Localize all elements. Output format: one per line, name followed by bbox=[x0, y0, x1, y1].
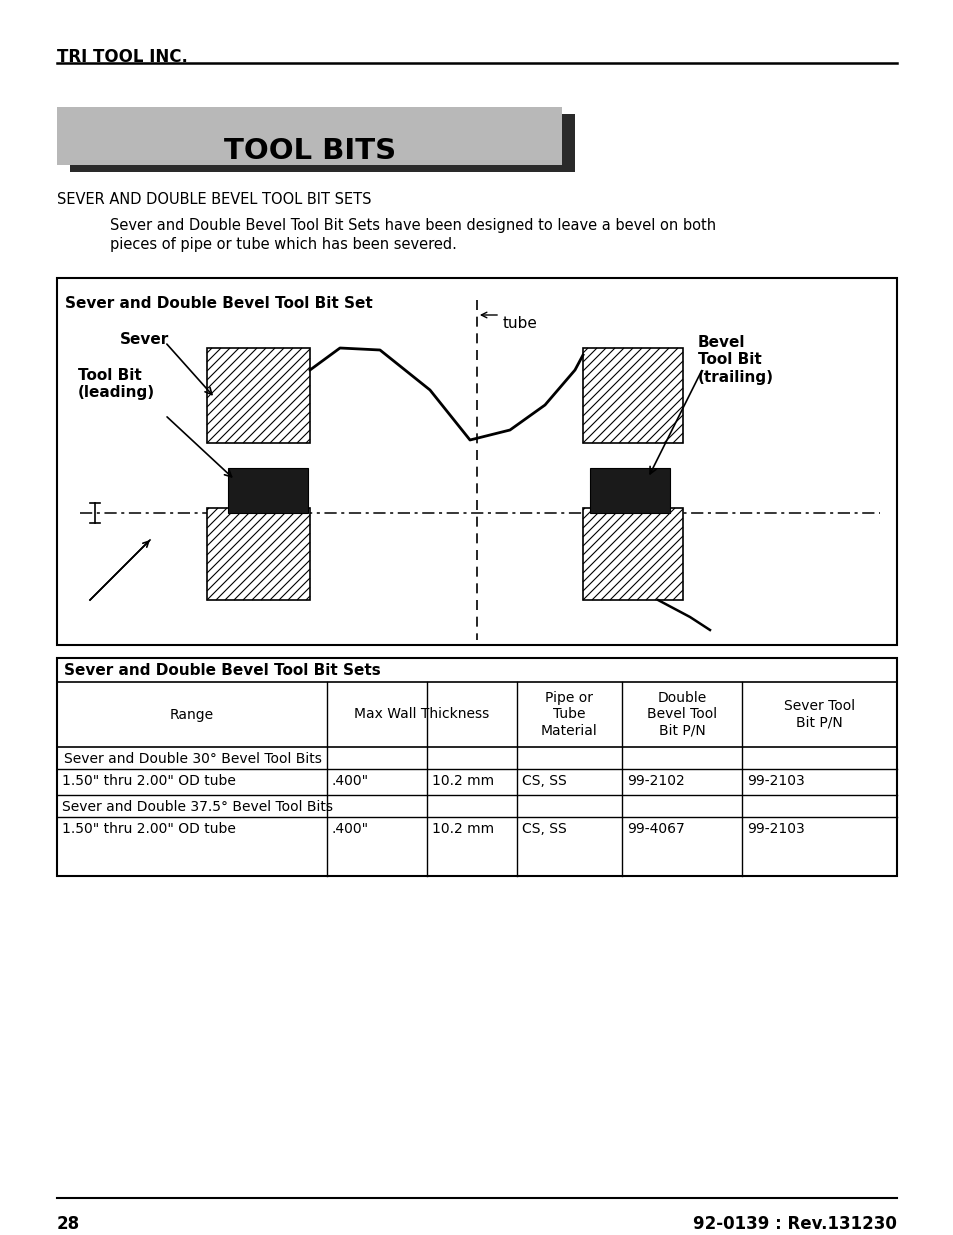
Text: 1.50" thru 2.00" OD tube: 1.50" thru 2.00" OD tube bbox=[62, 774, 235, 788]
Bar bbox=[57, 107, 561, 165]
Text: Sever and Double Bevel Tool Bit Set: Sever and Double Bevel Tool Bit Set bbox=[65, 296, 373, 311]
Text: SEVER AND DOUBLE BEVEL TOOL BIT SETS: SEVER AND DOUBLE BEVEL TOOL BIT SETS bbox=[57, 191, 371, 207]
Text: 92-0139 : Rev.131230: 92-0139 : Rev.131230 bbox=[693, 1215, 896, 1233]
Bar bbox=[589, 468, 669, 513]
Text: pieces of pipe or tube which has been severed.: pieces of pipe or tube which has been se… bbox=[110, 237, 456, 252]
Bar bbox=[582, 508, 682, 600]
Text: tube: tube bbox=[502, 316, 537, 331]
Text: CS, SS: CS, SS bbox=[521, 823, 566, 836]
Text: .400": .400" bbox=[332, 774, 369, 788]
Text: Range: Range bbox=[170, 708, 213, 721]
Text: 10.2 mm: 10.2 mm bbox=[432, 774, 494, 788]
Text: TOOL BITS: TOOL BITS bbox=[224, 137, 395, 165]
Text: 1.50" thru 2.00" OD tube: 1.50" thru 2.00" OD tube bbox=[62, 823, 235, 836]
Text: 10.2 mm: 10.2 mm bbox=[432, 823, 494, 836]
Bar bbox=[57, 658, 896, 876]
Text: Sever and Double 37.5° Bevel Tool Bits: Sever and Double 37.5° Bevel Tool Bits bbox=[62, 800, 333, 814]
Text: Sever and Double Bevel Tool Bit Sets have been designed to leave a bevel on both: Sever and Double Bevel Tool Bit Sets hav… bbox=[110, 219, 716, 233]
Text: Sever: Sever bbox=[120, 332, 169, 347]
Text: .400": .400" bbox=[332, 823, 369, 836]
Text: 99-4067: 99-4067 bbox=[626, 823, 684, 836]
Text: Sever and Double 30° Bevel Tool Bits: Sever and Double 30° Bevel Tool Bits bbox=[64, 752, 321, 766]
Bar bbox=[207, 348, 310, 443]
Text: Pipe or
Tube
Material: Pipe or Tube Material bbox=[540, 692, 598, 737]
Text: Max Wall Thickness: Max Wall Thickness bbox=[354, 708, 489, 721]
Text: Double
Bevel Tool
Bit P/N: Double Bevel Tool Bit P/N bbox=[646, 692, 717, 737]
Text: 99-2102: 99-2102 bbox=[626, 774, 684, 788]
Text: 99-2103: 99-2103 bbox=[746, 774, 804, 788]
Text: CS, SS: CS, SS bbox=[521, 774, 566, 788]
Text: Tool Bit
(leading): Tool Bit (leading) bbox=[78, 368, 155, 400]
Text: Sever and Double Bevel Tool Bit Sets: Sever and Double Bevel Tool Bit Sets bbox=[64, 663, 380, 678]
Text: 28: 28 bbox=[57, 1215, 80, 1233]
Text: Bevel
Tool Bit
(trailing): Bevel Tool Bit (trailing) bbox=[698, 335, 773, 385]
Bar bbox=[70, 114, 575, 172]
Text: 99-2103: 99-2103 bbox=[746, 823, 804, 836]
Bar bbox=[228, 468, 308, 513]
Text: TRI TOOL INC.: TRI TOOL INC. bbox=[57, 48, 188, 65]
Bar bbox=[582, 348, 682, 443]
Bar bbox=[207, 508, 310, 600]
Text: Sever Tool
Bit P/N: Sever Tool Bit P/N bbox=[783, 699, 854, 730]
Bar bbox=[57, 278, 896, 645]
